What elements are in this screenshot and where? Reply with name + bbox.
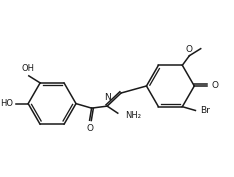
Text: HO: HO — [0, 99, 14, 108]
Text: O: O — [86, 124, 93, 133]
Text: Br: Br — [200, 106, 210, 115]
Text: OH: OH — [22, 64, 35, 73]
Text: NH₂: NH₂ — [125, 111, 141, 120]
Text: O: O — [185, 45, 192, 55]
Text: N: N — [104, 93, 111, 102]
Text: O: O — [212, 81, 219, 90]
